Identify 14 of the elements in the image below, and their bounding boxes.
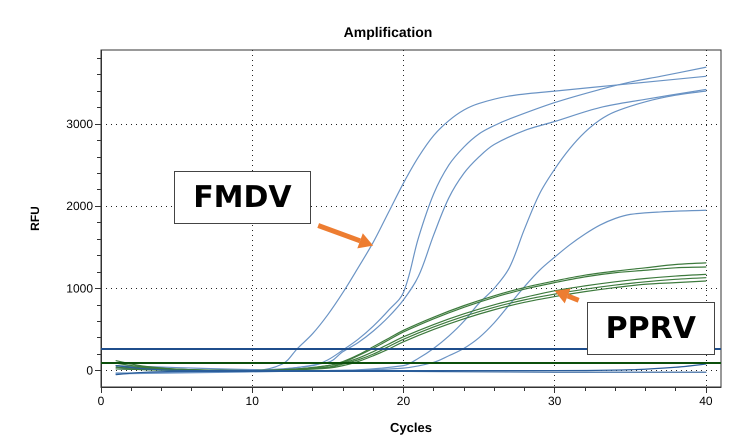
x-tick-label: 20	[396, 394, 410, 408]
x-tick-label: 40	[699, 394, 713, 408]
annotation: PPRV	[586, 302, 715, 356]
y-tick-label: 3000	[66, 116, 94, 131]
x-tick-label: 0	[98, 394, 105, 408]
y-tick-label: 0	[86, 364, 94, 378]
x-axis-title: Cycles	[390, 420, 432, 435]
chart-title: Amplification	[344, 24, 432, 40]
y-axis-title: RFU	[28, 206, 42, 231]
x-tick-label: 10	[246, 394, 260, 408]
x-tick-label: 30	[548, 394, 562, 408]
y-tick-label: 2000	[66, 199, 94, 214]
annotation: FMDV	[174, 171, 311, 224]
y-tick-label: 1000	[66, 281, 94, 296]
